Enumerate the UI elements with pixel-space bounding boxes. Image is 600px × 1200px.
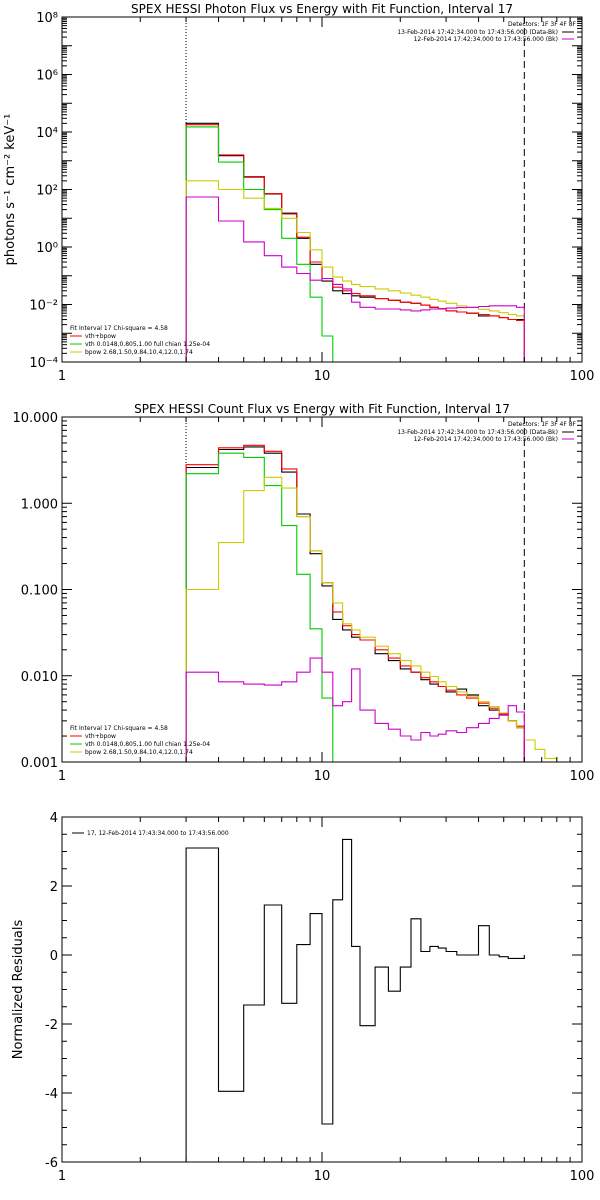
panel-1: SPEX HESSI Photon Flux vs Energy with Fi…: [3, 2, 594, 384]
y-tick-label: -4: [45, 1087, 58, 1102]
time-legend-text: 13-Feb-2014 17:42:34.000 to 17:43:56.000…: [397, 429, 558, 436]
x-tick-label: 10: [314, 369, 331, 384]
x-tick-label: 1: [58, 369, 66, 384]
panel-2: SPEX HESSI Count Flux vs Energy with Fit…: [13, 402, 595, 784]
fit-legend-text: vth+bpow: [85, 733, 116, 740]
y-tick-label: 4: [50, 811, 58, 826]
series-group: [185, 838, 525, 1162]
series-vth-bpow: [185, 124, 525, 362]
detectors-label: Detectors: 1F 3F 4F 8F: [508, 421, 577, 428]
series-bpow: [185, 476, 558, 762]
y-axis-label: Normalized Residuals: [11, 920, 26, 1060]
y-tick-label: 10⁶: [36, 69, 58, 84]
x-tick-label: 100: [570, 1169, 595, 1184]
y-tick-label: 2: [50, 880, 58, 895]
series-vth: [185, 126, 344, 362]
x-tick-label: 100: [570, 769, 595, 784]
series-data-bk: [185, 446, 525, 762]
series-bpow: [185, 180, 525, 362]
y-tick-label: -2: [45, 1018, 58, 1033]
y-tick-label: 0.001: [21, 756, 58, 771]
y-tick-label: 10⁰: [36, 241, 58, 256]
fit-legend-header: Fit Interval 17 Chi-square = 4.58: [70, 325, 168, 332]
x-tick-label: 1: [58, 1169, 66, 1184]
series-group: [185, 122, 525, 362]
time-legend-text: 12-Feb-2014 17:42:34.000 to 17:43:56.000…: [414, 436, 558, 443]
y-tick-label: 10⁴: [36, 126, 58, 141]
fit-legend-header: Fit Interval 17 Chi-square = 4.58: [70, 725, 168, 732]
y-tick-label: 0: [50, 949, 58, 964]
y-tick-label: -6: [45, 1156, 58, 1171]
y-tick-label: 0.100: [21, 584, 58, 599]
x-tick-label: 10: [314, 769, 331, 784]
y-tick-label: 0.010: [21, 670, 58, 685]
x-tick-label: 10: [314, 1169, 331, 1184]
series-group: [185, 444, 558, 762]
series-vth-bpow: [185, 444, 525, 762]
x-tick-label: 100: [570, 369, 595, 384]
y-tick-label: 1.000: [21, 497, 58, 512]
y-axis-label: photons s⁻¹ cm⁻² keV⁻¹: [3, 114, 18, 266]
fit-legend-text: bpow 2.68,1.50,9.84,10.4,12.0,1.74: [85, 749, 193, 756]
residual-legend-text: 17, 12-Feb-2014 17:43:34.000 to 17:43:56…: [87, 830, 229, 837]
chart-title: SPEX HESSI Photon Flux vs Energy with Fi…: [131, 2, 513, 16]
series-vth: [185, 452, 334, 762]
series-bk: [185, 196, 525, 362]
plot-frame: [61, 416, 583, 763]
y-tick-label: 10²: [36, 184, 58, 199]
y-tick-label: 10⁻⁴: [29, 356, 58, 371]
y-tick-label: 10.000: [13, 411, 59, 426]
fit-legend-text: bpow 2.68,1.50,9.84,10.4,12.0,1.74: [85, 349, 193, 356]
series-residuals: [185, 838, 525, 1162]
fit-legend-text: vth 0.0148,0.805,1.00 full chian 1.25e-0…: [85, 741, 210, 748]
time-legend-text: 13-Feb-2014 17:42:34.000 to 17:43:56.000…: [397, 29, 558, 36]
y-tick-label: 10⁸: [36, 11, 58, 26]
fit-legend-text: vth 0.0148,0.805,1.00 full chian 1.25e-0…: [85, 341, 210, 348]
x-tick-label: 1: [58, 769, 66, 784]
panel-3: 1 10 100 -6 -4 -2 0 2 4 Normalized Residuals 17, 1…: [11, 811, 594, 1184]
fit-legend-text: vth+bpow: [85, 333, 116, 340]
time-legend-text: 12-Feb-2014 17:42:34.000 to 17:43:56.000…: [414, 36, 558, 43]
detectors-label: Detectors: 1F 3F 4F 8F: [508, 21, 577, 28]
series-data-bk: [185, 122, 525, 362]
chart-title: SPEX HESSI Count Flux vs Energy with Fit…: [134, 402, 510, 416]
series-bk: [185, 657, 525, 762]
y-tick-label: 10⁻²: [29, 299, 58, 314]
